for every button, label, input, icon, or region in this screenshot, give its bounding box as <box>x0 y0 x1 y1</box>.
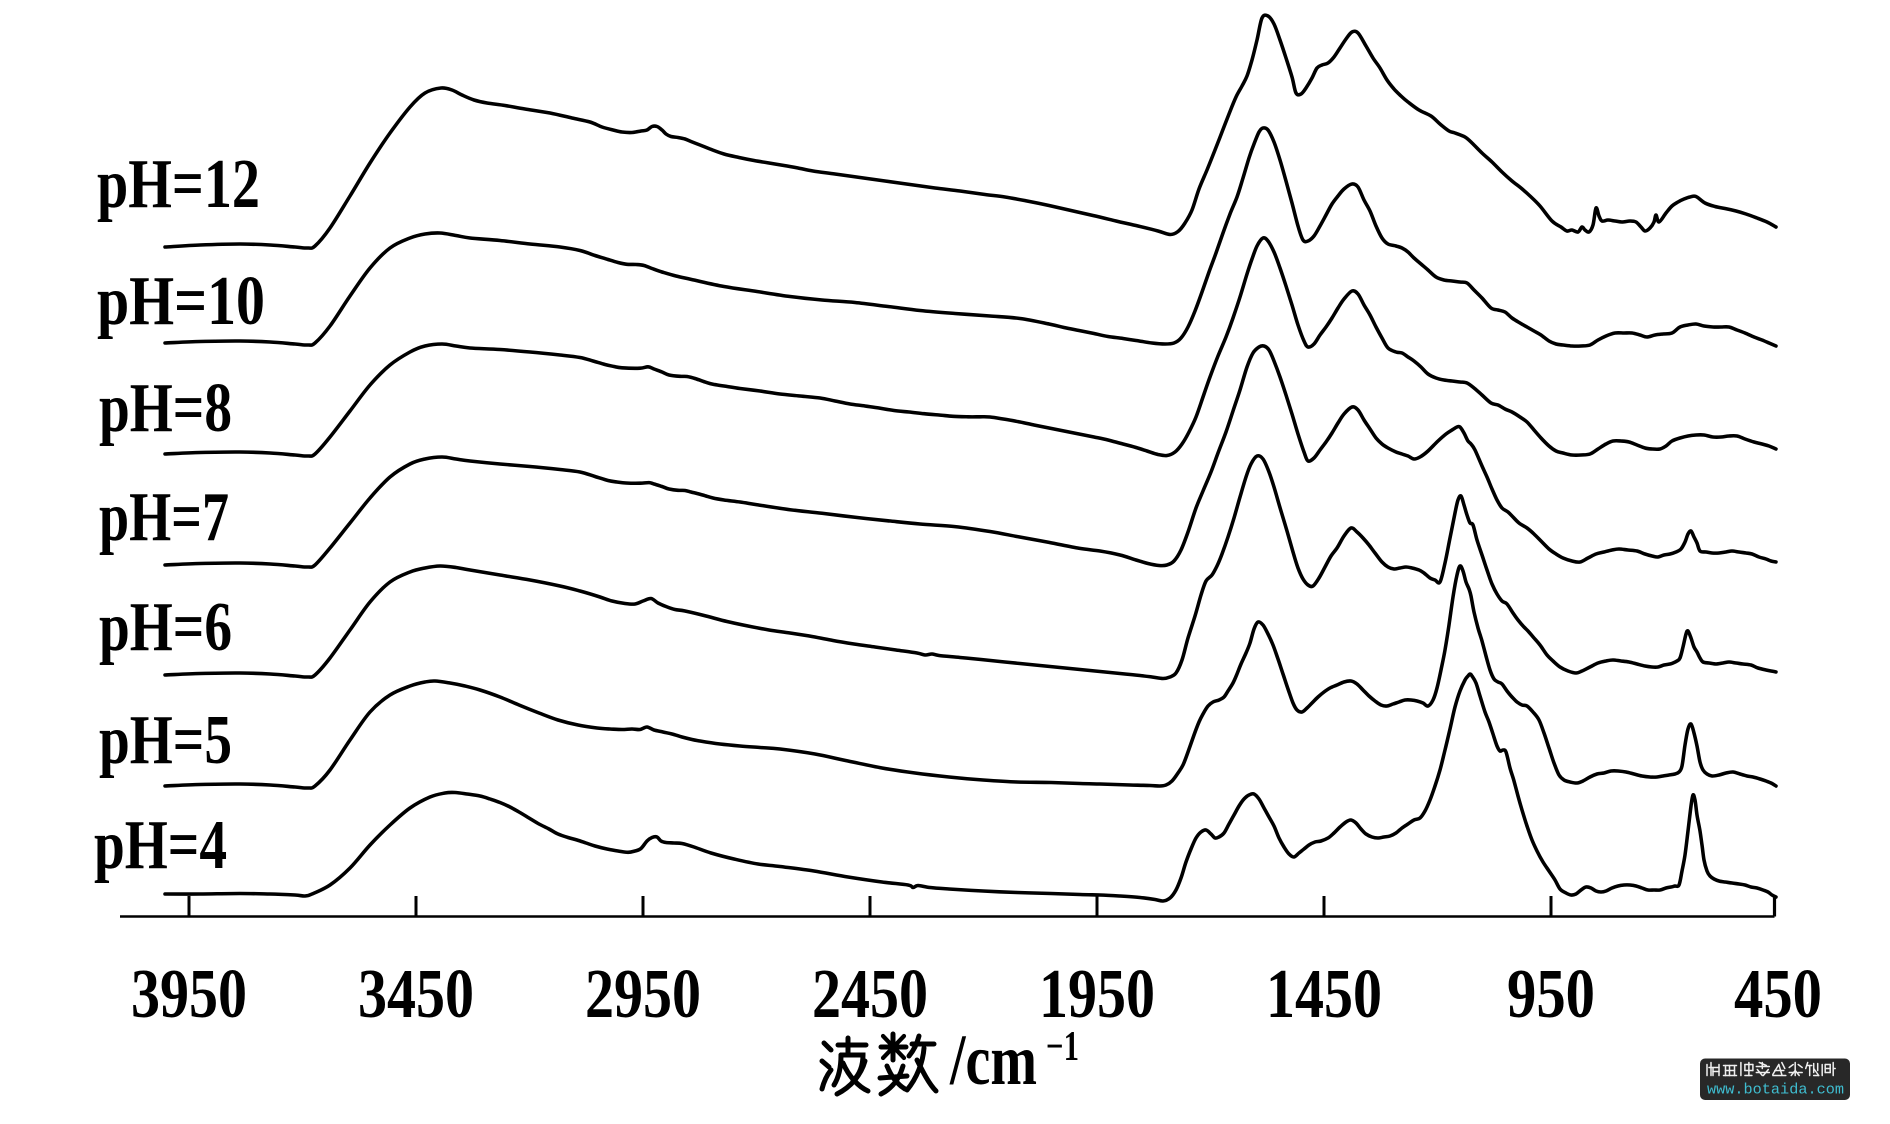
svg-text:3950: 3950 <box>131 956 247 1033</box>
svg-text:www.botaida.com: www.botaida.com <box>1707 1083 1844 1099</box>
svg-text:pH=6: pH=6 <box>99 589 232 666</box>
svg-text:1950: 1950 <box>1039 956 1155 1033</box>
svg-text:2450: 2450 <box>812 956 928 1033</box>
svg-text:3450: 3450 <box>358 956 474 1033</box>
svg-text:950: 950 <box>1507 956 1595 1033</box>
svg-text:pH=12: pH=12 <box>97 146 260 223</box>
svg-text:450: 450 <box>1734 956 1822 1033</box>
svg-text:pH=5: pH=5 <box>99 702 232 779</box>
svg-text:2950: 2950 <box>585 956 701 1033</box>
svg-text:pH=4: pH=4 <box>94 807 227 884</box>
svg-text:pH=8: pH=8 <box>99 370 232 447</box>
svg-text:pH=7: pH=7 <box>99 479 229 556</box>
svg-text:−1: −1 <box>1046 1024 1079 1070</box>
svg-text:1450: 1450 <box>1266 956 1382 1033</box>
svg-text:pH=10: pH=10 <box>97 263 265 340</box>
svg-text:/cm: /cm <box>949 1020 1037 1100</box>
